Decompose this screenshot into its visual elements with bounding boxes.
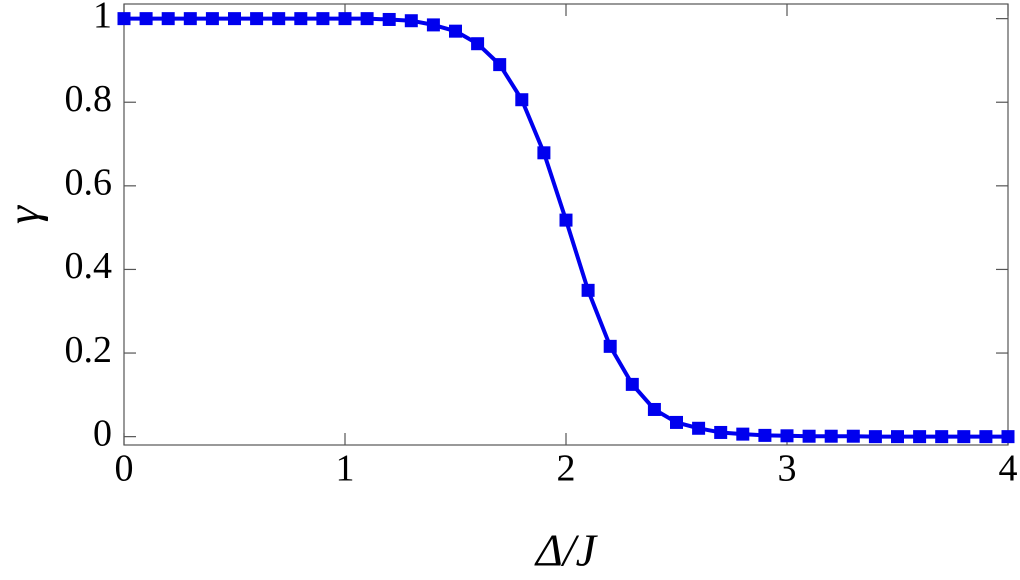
data-point xyxy=(935,430,949,444)
x-axis-label: Δ/J xyxy=(534,525,599,576)
x-tick-label: 1 xyxy=(336,448,355,490)
data-point xyxy=(692,421,706,435)
data-point xyxy=(471,37,485,51)
x-tick-label: 3 xyxy=(778,448,797,490)
data-point xyxy=(780,429,794,443)
x-tick-label: 0 xyxy=(115,448,134,490)
data-point xyxy=(183,12,197,26)
data-point xyxy=(647,402,661,416)
data-point xyxy=(581,283,595,297)
data-point xyxy=(1001,430,1015,444)
data-point xyxy=(891,430,904,444)
data-point xyxy=(913,430,927,444)
data-point xyxy=(449,24,462,38)
data-point xyxy=(758,428,772,442)
data-point xyxy=(846,429,860,443)
data-point xyxy=(117,12,131,26)
y-tick-label: 0.4 xyxy=(65,245,113,287)
data-point xyxy=(338,12,352,26)
data-point xyxy=(957,430,971,444)
y-tick-label: 0 xyxy=(93,412,112,454)
data-point xyxy=(979,430,993,444)
data-point xyxy=(316,12,330,26)
y-tick-label: 0.6 xyxy=(65,162,113,204)
data-point xyxy=(670,415,683,429)
x-tick-label: 2 xyxy=(557,448,576,490)
data-point xyxy=(625,377,639,391)
data-point xyxy=(515,93,529,107)
data-point xyxy=(559,213,573,227)
series-line xyxy=(124,16,1008,439)
y-tick-label: 1 xyxy=(93,0,112,36)
data-point xyxy=(228,12,241,26)
data-point xyxy=(404,14,418,28)
data-point xyxy=(250,12,264,26)
data-point xyxy=(824,429,838,443)
data-point xyxy=(360,12,374,26)
data-point xyxy=(382,12,396,26)
data-point xyxy=(205,12,219,26)
data-point xyxy=(294,12,308,26)
x-tick-label: 4 xyxy=(999,448,1018,490)
data-point xyxy=(736,427,750,441)
data-point xyxy=(139,12,153,26)
data-point xyxy=(537,146,551,160)
data-point xyxy=(272,12,286,26)
data-point xyxy=(868,430,882,444)
y-tick-label: 0.2 xyxy=(65,329,113,371)
data-point xyxy=(493,58,507,72)
y-axis-label: γ xyxy=(0,204,49,224)
data-point xyxy=(603,339,617,353)
data-point xyxy=(714,425,728,439)
data-point xyxy=(161,12,175,26)
y-tick-label: 0.8 xyxy=(65,78,113,120)
data-point xyxy=(426,18,440,32)
data-point xyxy=(802,429,816,443)
